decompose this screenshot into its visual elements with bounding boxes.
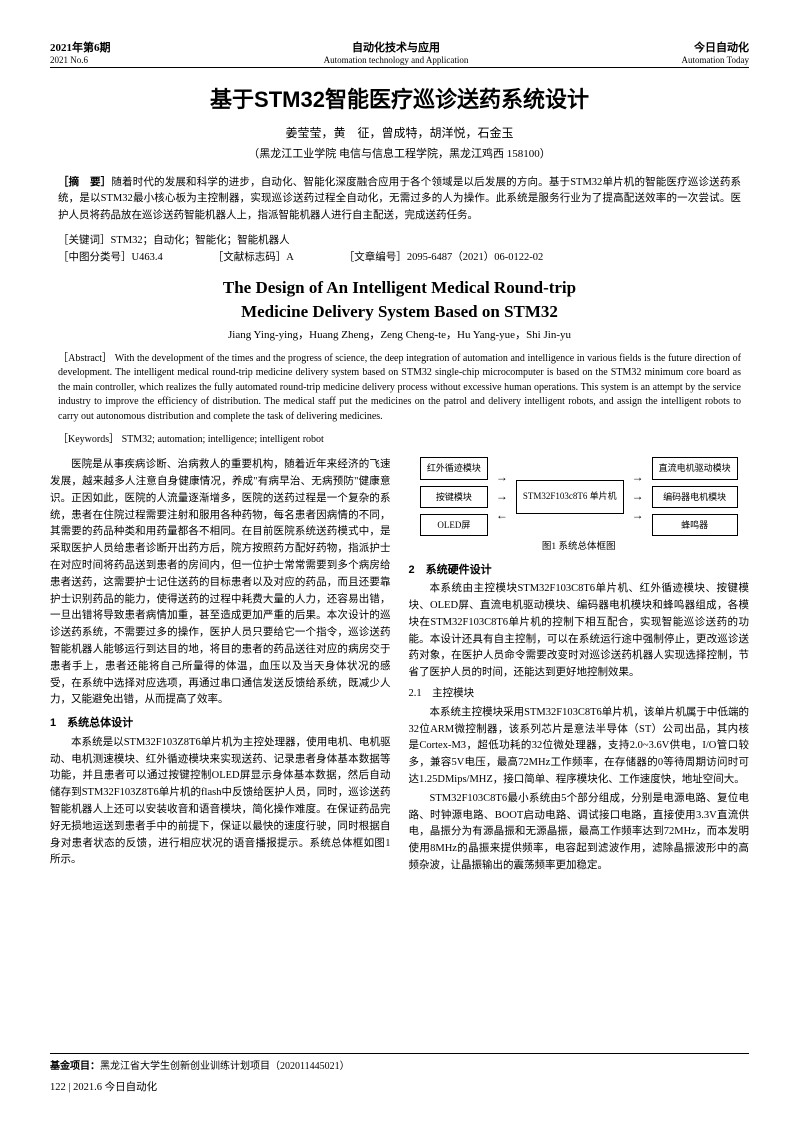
class-val: U463.4 — [132, 252, 163, 263]
sec1-heading: 1 系统总体设计 — [50, 715, 391, 733]
arrow-icon: →→→ — [632, 468, 644, 526]
affiliation-cn: （黑龙江工业学院 电信与信息工程学院，黑龙江鸡西 158100） — [50, 145, 749, 161]
abstract-cn: ［摘 要］随着时代的发展和科学的进步，自动化、智能化深度融合应用于各个领域是以后… — [58, 175, 741, 224]
artno-label: ［文章编号］ — [344, 252, 407, 263]
dg-center-mcu: STM32F103c8T6 单片机 — [516, 480, 624, 514]
footer-fund: 基金项目：黑龙江省大学生创新创业训练计划项目（202011445021） — [50, 1053, 749, 1072]
abstract-cn-label: ［摘 要］ — [58, 177, 111, 188]
doccode-val: A — [286, 252, 294, 263]
hdr-left-cn: 2021年第6期 — [50, 42, 111, 55]
abstract-en: ［Abstract］ With the development of the t… — [58, 352, 741, 425]
hdr-right-en: Automation Today — [682, 55, 749, 66]
authors-en: Jiang Ying-ying，Huang Zheng，Zeng Cheng-t… — [50, 326, 749, 342]
page-header: 2021年第6期 2021 No.6 自动化技术与应用 Automation t… — [50, 42, 749, 68]
kw-en-text: STM32; automation; intelligence; intelli… — [122, 434, 324, 445]
abstract-en-text: With the development of the times and th… — [58, 353, 741, 422]
dg-box-oled: OLED屏 — [420, 514, 488, 536]
sec21-heading: 2.1 主控模块 — [409, 686, 750, 703]
hdr-center-en: Automation technology and Application — [324, 55, 469, 66]
page-number: 122 | 2021.6 今日自动化 — [50, 1079, 157, 1094]
right-column: 红外循迹模块 按键模块 OLED屏 →→← STM32F103c8T6 单片机 … — [409, 457, 750, 877]
keywords-en: ［Keywords］ STM32; automation; intelligen… — [58, 430, 741, 445]
fund-label: 基金项目： — [50, 1061, 100, 1072]
hdr-center-cn: 自动化技术与应用 — [324, 42, 469, 55]
body-columns: 医院是从事疾病诊断、治病救人的重要机构，随着近年来经济的飞速发展，越来越多人注意… — [50, 457, 749, 877]
dg-box-motor: 直流电机驱动模块 — [652, 457, 738, 479]
sec2-heading: 2 系统硬件设计 — [409, 562, 750, 580]
intro-para: 医院是从事疾病诊断、治病救人的重要机构，随着近年来经济的飞速发展，越来越多人注意… — [50, 457, 391, 709]
left-column: 医院是从事疾病诊断、治病救人的重要机构，随着近年来经济的飞速发展，越来越多人注意… — [50, 457, 391, 877]
kw-cn-label: ［关键词］ — [58, 235, 111, 246]
hdr-left-en: 2021 No.6 — [50, 55, 111, 66]
hdr-right-cn: 今日自动化 — [682, 42, 749, 55]
title-en-1: The Design of An Intelligent Medical Rou… — [50, 278, 749, 298]
fig1-caption: 图1 系统总体框图 — [409, 540, 750, 555]
title-en-2: Medicine Delivery System Based on STM32 — [50, 302, 749, 322]
class-line: ［中图分类号］U463.4 ［文献标志码］A ［文章编号］2095-6487（2… — [58, 249, 741, 264]
fund-text: 黑龙江省大学生创新创业训练计划项目（202011445021） — [100, 1061, 350, 1072]
dg-box-key: 按键模块 — [420, 486, 488, 508]
doccode-label: ［文献标志码］ — [213, 252, 287, 263]
figure-1-diagram: 红外循迹模块 按键模块 OLED屏 →→← STM32F103c8T6 单片机 … — [409, 457, 750, 536]
authors-cn: 姜莹莹，黄 征，曾成特，胡洋悦，石金玉 — [50, 124, 749, 141]
kw-en-label: ［Keywords］ — [58, 434, 119, 445]
dg-box-encoder: 编码器电机模块 — [652, 486, 738, 508]
arrow-icon: →→← — [496, 468, 508, 526]
abstract-en-label: ［Abstract］ — [58, 353, 112, 364]
dg-box-ir: 红外循迹模块 — [420, 457, 488, 479]
dg-box-buzzer: 蜂鸣器 — [652, 514, 738, 536]
class-label: ［中图分类号］ — [58, 252, 132, 263]
sec21-para1: 本系统主控模块采用STM32F103C8T6单片机，该单片机属于中低端的32位A… — [409, 705, 750, 789]
sec2-para: 本系统由主控模块STM32F103C8T6单片机、红外循迹模块、按键模块、OLE… — [409, 581, 750, 682]
sec21-para2: STM32F103C8T6最小系统由5个部分组成，分别是电源电路、复位电路、时钟… — [409, 791, 750, 875]
abstract-cn-text: 随着时代的发展和科学的进步，自动化、智能化深度融合应用于各个领域是以后发展的方向… — [58, 177, 741, 221]
sec1-para: 本系统是以STM32F103Z8T6单片机为主控处理器，使用电机、电机驱动、电机… — [50, 735, 391, 869]
kw-cn-text: STM32；自动化；智能化；智能机器人 — [111, 235, 290, 246]
artno-val: 2095-6487（2021）06-0122-02 — [407, 252, 544, 263]
keywords-cn: ［关键词］STM32；自动化；智能化；智能机器人 — [58, 232, 741, 247]
title-cn: 基于STM32智能医疗巡诊送药系统设计 — [50, 82, 749, 114]
